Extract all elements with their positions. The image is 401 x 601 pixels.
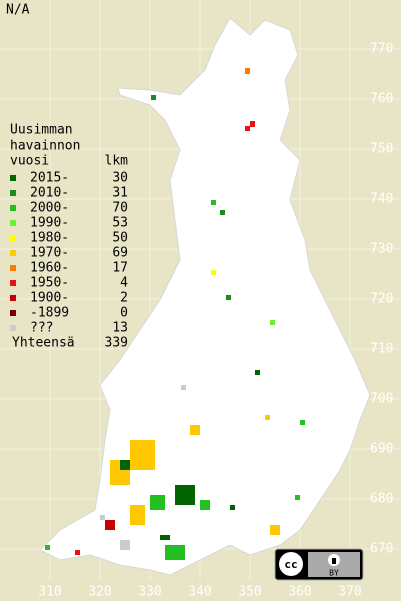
square [175,485,195,505]
legend-label: ??? [30,321,53,336]
square [130,440,155,470]
x-tick-label: 360 [288,585,311,600]
y-tick-label: 750 [370,142,393,157]
legend-count: 70 [112,201,128,216]
y-tick-label: 730 [370,242,393,257]
legend-label: 1950- [30,276,69,291]
legend-swatch [10,190,16,196]
license-label: BY [329,569,339,578]
y-tick-label: 740 [370,192,393,207]
legend-count: 17 [112,261,128,276]
legend-swatch [10,310,16,316]
corner-label: N/A [6,3,30,18]
square [130,505,145,525]
legend-swatch [10,295,16,301]
legend-total-label: Yhteensä [12,336,75,351]
cc-icon-text: cc [284,558,297,571]
y-tick-label: 770 [370,42,393,57]
legend-swatch [10,325,16,331]
legend-count: 0 [120,306,128,321]
legend-swatch [10,220,16,226]
y-tick-label: 700 [370,392,393,407]
square [295,495,300,500]
legend-swatch [10,280,16,286]
square [120,460,130,470]
finland-outline [39,17,371,576]
square [300,420,305,425]
square [45,545,50,550]
legend-count: 4 [120,276,128,291]
y-tick-label: 710 [370,342,393,357]
square [160,535,170,540]
legend-swatch [10,205,16,211]
square [165,545,185,560]
legend-swatch [10,265,16,271]
legend-count: 13 [112,321,128,336]
square [211,200,216,205]
legend-swatch [10,250,16,256]
observation-squares [45,68,305,560]
legend-count: 53 [112,216,128,231]
legend-count: 31 [112,186,128,201]
square [200,500,210,510]
legend-swatch [10,235,16,241]
square [75,550,80,555]
x-tick-label: 370 [338,585,361,600]
square [181,385,186,390]
x-tick-label: 330 [138,585,161,600]
by-icon-figure [332,558,336,564]
y-tick-label: 690 [370,442,393,457]
legend-label: 1970- [30,246,69,261]
legend-count: 30 [112,171,128,186]
square [226,295,231,300]
legend-count: 2 [120,291,128,306]
square [151,95,156,100]
legend-title: vuosi [10,154,49,169]
legend-label: 1990- [30,216,69,231]
square [250,121,255,127]
legend-count: 50 [112,231,128,246]
legend-label: 2000- [30,201,69,216]
square [120,540,130,550]
square [100,515,105,520]
square [245,126,250,131]
legend-label: 1960- [30,261,69,276]
legend-count: 69 [112,246,128,261]
legend: Uusimman havainnon vuosi lkm 2015- 30 2010… [10,123,128,351]
license-badge: cc BY [274,548,364,581]
square [270,525,280,535]
legend-label: 1900- [30,291,69,306]
square [265,415,270,420]
square [230,505,235,510]
square [245,68,250,74]
legend-count-header: lkm [105,154,129,169]
x-tick-label: 350 [238,585,261,600]
square [150,495,165,510]
square [255,370,260,375]
legend-title: Uusimman [10,123,73,138]
x-tick-label: 320 [88,585,111,600]
y-tick-label: 760 [370,92,393,107]
legend-swatch [10,175,16,181]
square [211,270,216,275]
y-tick-label: 720 [370,292,393,307]
legend-label: -1899 [30,306,69,321]
legend-label: 2010- [30,186,69,201]
legend-label: 2015- [30,171,69,186]
square [270,320,275,325]
x-tick-label: 310 [38,585,61,600]
square [220,210,225,215]
y-tick-label: 680 [370,492,393,507]
cc-icon [279,552,303,576]
x-tick-label: 340 [188,585,211,600]
square [190,425,200,435]
legend-title: havainnon [10,139,80,154]
legend-label: 1980- [30,231,69,246]
legend-total: 339 [105,336,128,351]
y-tick-label: 670 [370,542,393,557]
square [105,520,115,530]
